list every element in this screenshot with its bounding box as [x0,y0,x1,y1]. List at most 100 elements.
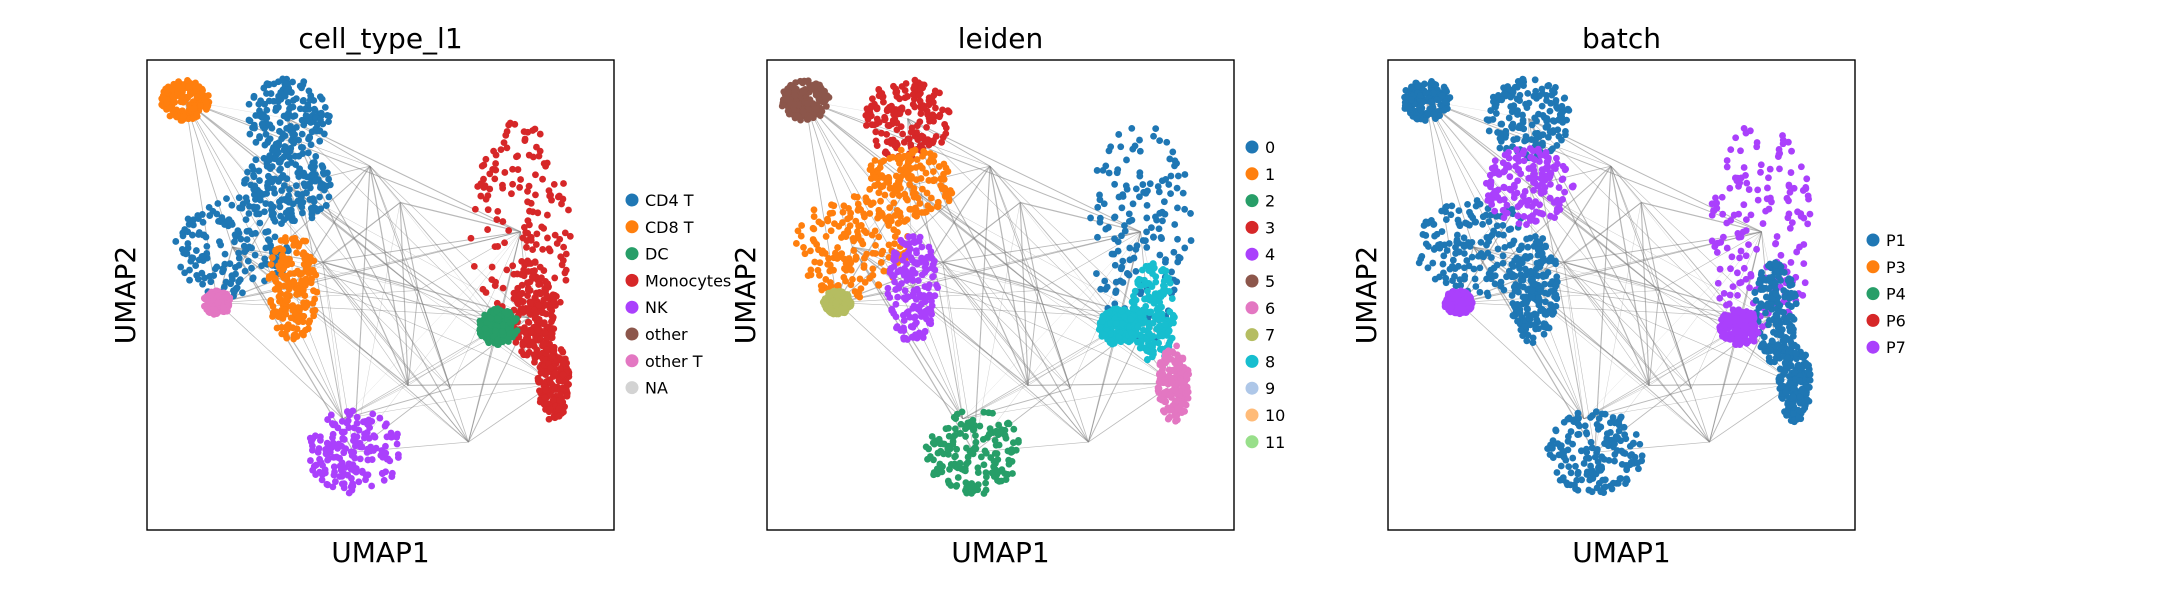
point [839,288,846,296]
point [952,482,960,490]
point [897,184,904,192]
paga-edge [1610,165,1770,318]
point [814,266,822,274]
point [289,78,296,86]
cluster-topL [778,77,833,124]
point [853,291,861,299]
point [822,276,830,283]
point [1479,220,1487,228]
point [246,117,254,125]
point [261,100,269,108]
point [1514,177,1522,185]
point [1552,291,1560,299]
point [1171,386,1179,394]
point [1536,239,1544,247]
point [323,480,331,488]
point [1126,244,1134,252]
embedding-area [1401,75,1814,497]
point [253,210,261,218]
point [1154,291,1162,299]
point [547,325,555,332]
point [265,275,273,282]
point [1104,224,1112,231]
point [476,327,484,334]
point [376,414,384,422]
point [509,165,516,173]
point [499,218,507,225]
point [868,166,875,173]
point [1137,338,1145,346]
point [543,399,551,407]
point [230,287,237,295]
point [525,221,533,229]
point [1132,185,1140,193]
point [1561,166,1569,174]
point [849,275,856,283]
point [875,86,883,94]
point [1487,266,1495,274]
point [246,130,254,138]
point [806,113,814,121]
point [278,330,286,338]
point [915,329,923,337]
point [556,391,564,399]
point [284,246,292,254]
point [531,293,539,301]
point [934,203,942,211]
point [186,91,194,99]
point [210,305,218,313]
point [974,486,982,494]
cluster-orangeT [884,233,942,343]
point [812,105,820,113]
point [1136,282,1144,289]
point [1114,238,1122,246]
point [330,471,338,479]
point [1528,294,1536,301]
point [1441,98,1449,106]
point [553,240,561,247]
point [514,300,522,308]
point [1418,252,1426,260]
point [297,194,305,202]
point [953,445,961,453]
point [560,180,567,187]
paga-edge [962,385,1029,419]
point [186,276,193,284]
point [551,231,559,239]
point [1499,259,1507,267]
paga-edge [1691,231,1762,389]
paga-edge [408,382,554,387]
point [1147,309,1155,316]
point [1491,280,1499,288]
x-axis-label: UMAP1 [951,536,1050,569]
point [854,228,861,235]
point [895,192,903,199]
point [362,476,369,484]
point [548,307,556,314]
point [896,159,903,167]
point [295,152,303,160]
point [933,465,941,473]
point [302,264,310,272]
point [300,78,308,86]
paga-edge [369,166,499,327]
point [860,262,868,269]
point [207,278,215,286]
point [1520,125,1528,133]
paga-edge [417,290,469,443]
point [1515,259,1523,267]
point [1149,294,1157,302]
point [1524,89,1532,97]
point [172,238,180,245]
point [394,454,402,461]
cluster-midL [172,194,293,300]
point [911,82,919,90]
cluster-rightS [1095,305,1142,348]
point [295,136,302,144]
legend-marker [625,300,639,314]
point [902,267,910,275]
point [184,215,192,223]
point [287,314,295,322]
point [996,428,1004,435]
point [290,96,297,104]
